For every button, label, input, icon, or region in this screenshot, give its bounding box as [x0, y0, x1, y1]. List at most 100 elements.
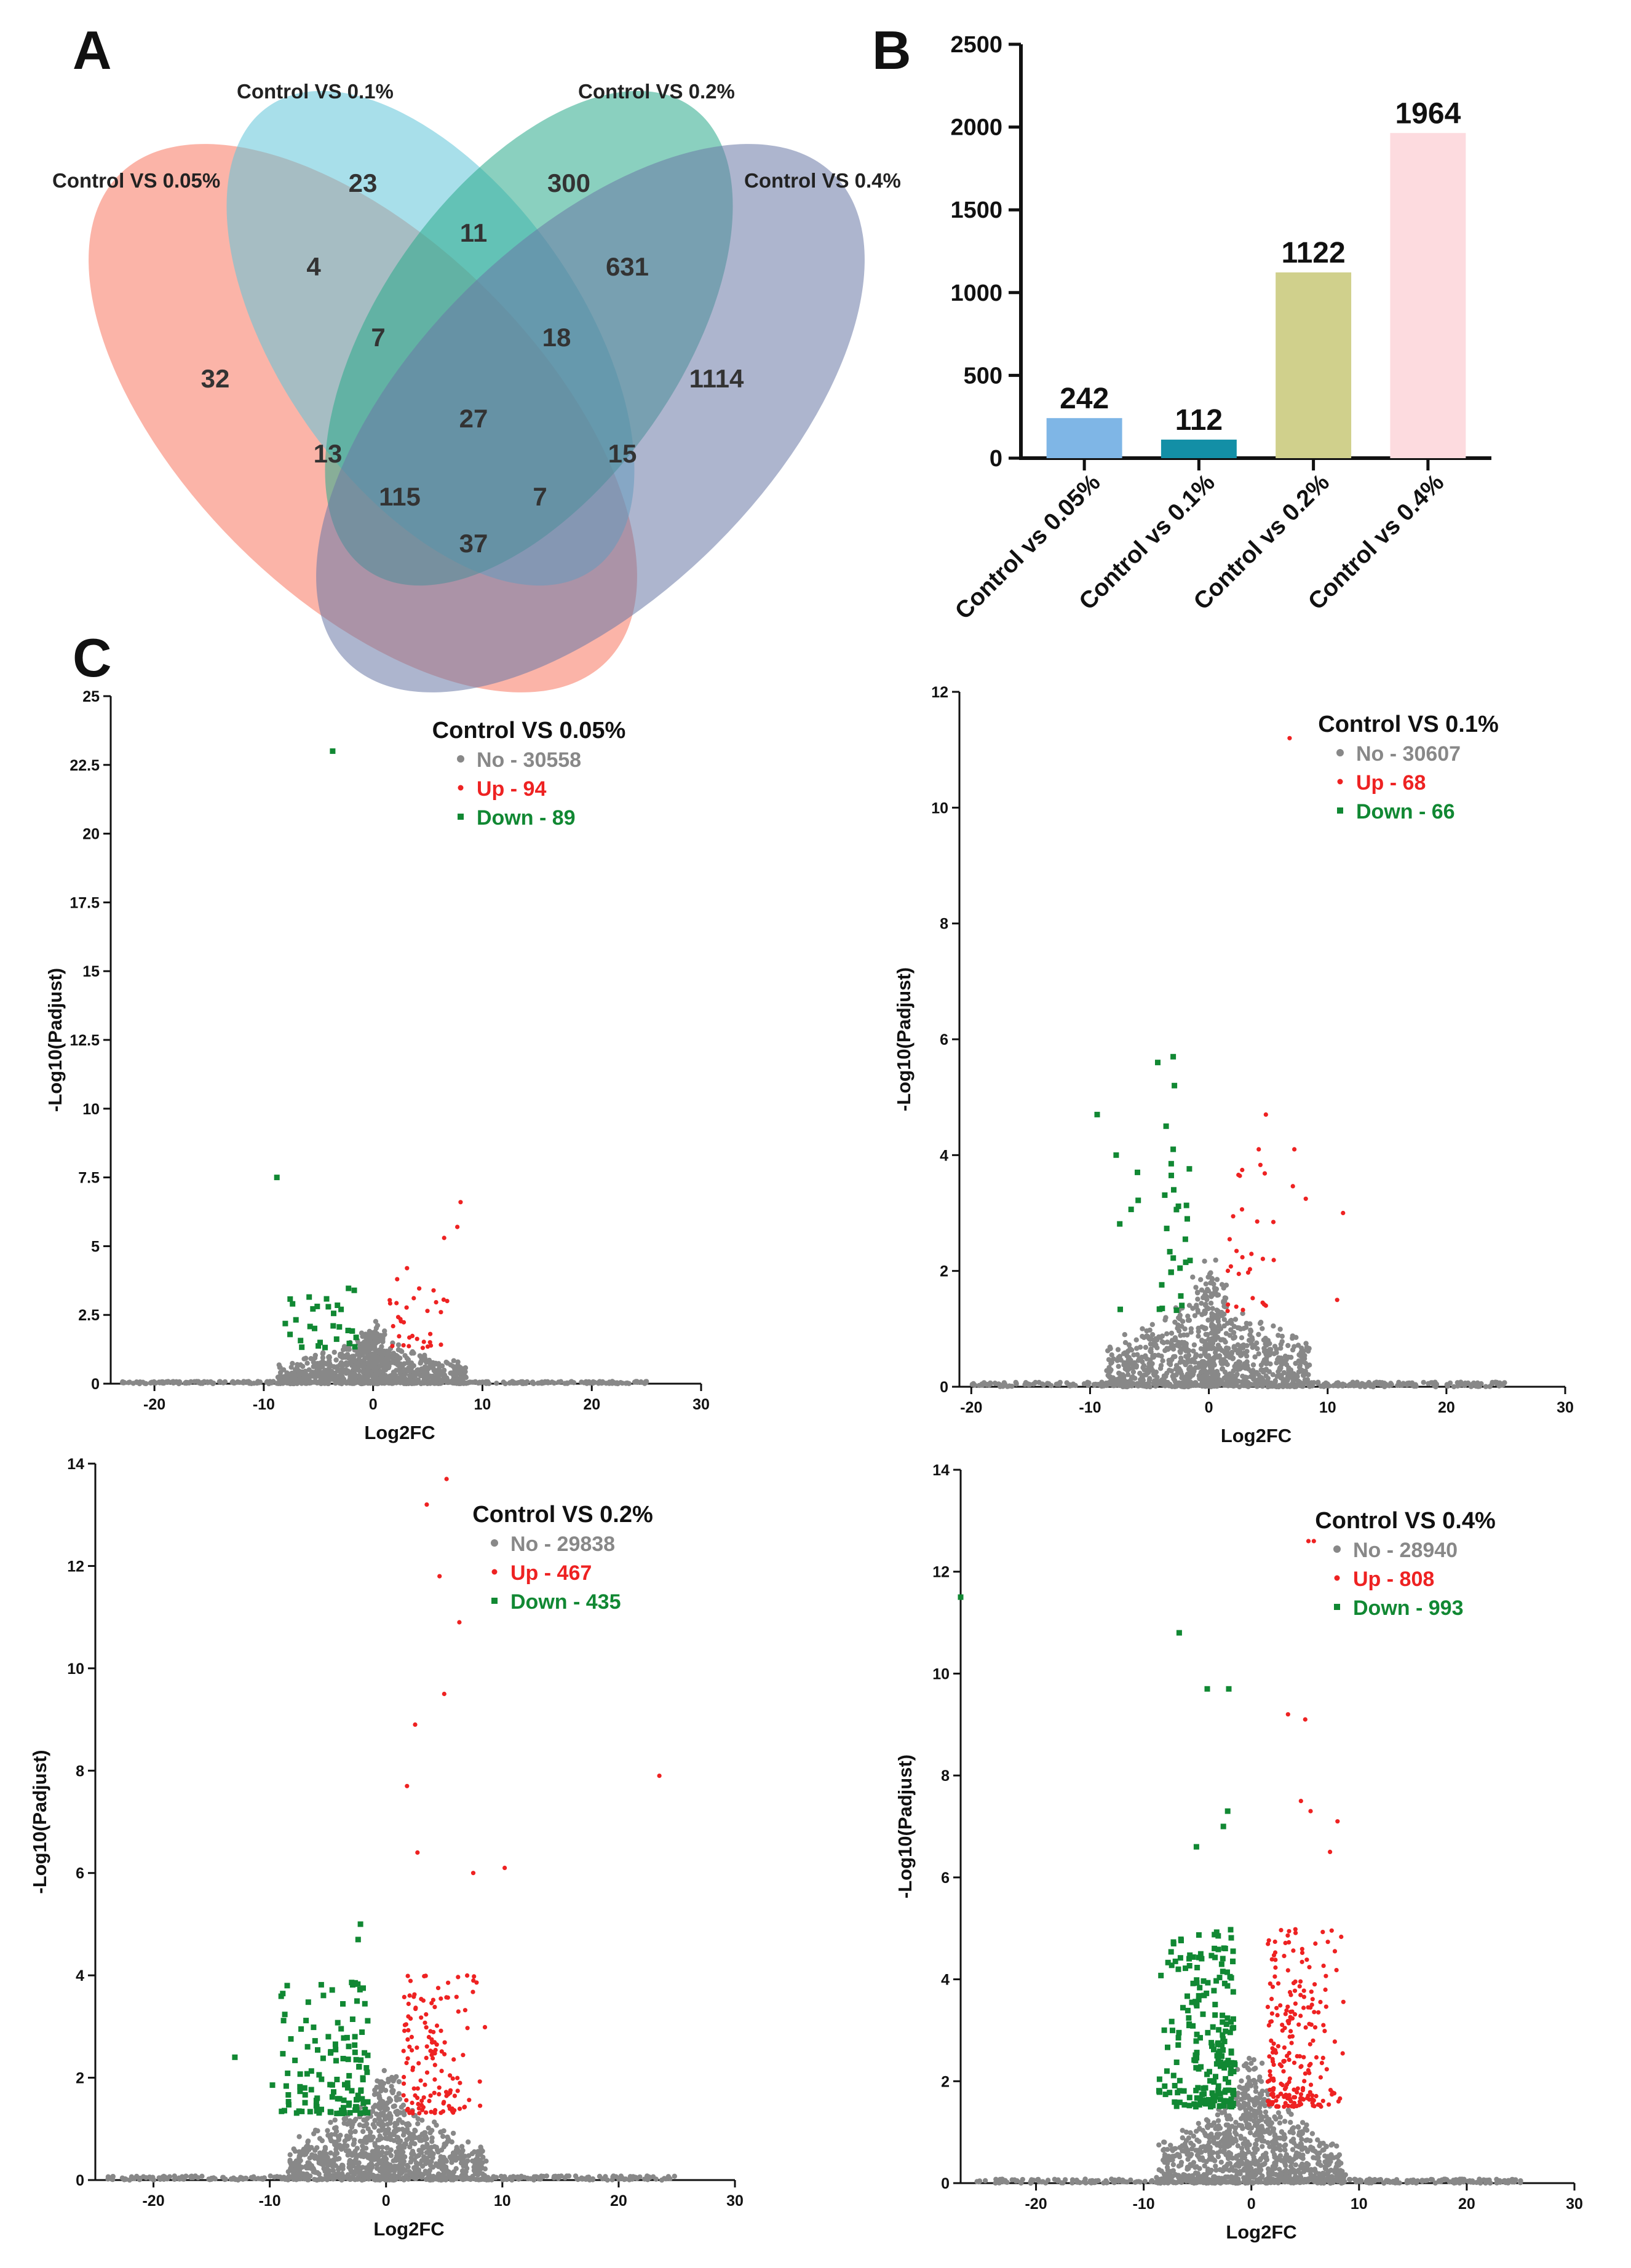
point-down — [269, 2082, 276, 2088]
volcano-y-tick-label: 4 — [76, 1967, 84, 1984]
point-no — [1513, 2177, 1518, 2183]
point-down — [1135, 1197, 1141, 1203]
point-no — [1142, 2178, 1148, 2184]
point-no — [450, 1363, 456, 1369]
volcano-x-tick-label: 10 — [1319, 1399, 1336, 1416]
point-no — [431, 2151, 436, 2157]
point-up — [406, 2028, 411, 2032]
point-down — [354, 1998, 360, 2004]
volcano-x-tick-label: 30 — [1566, 2195, 1583, 2213]
point-no — [1295, 1342, 1301, 1348]
point-no — [423, 1370, 428, 1375]
point-no — [1232, 1317, 1239, 1322]
point-down — [333, 2058, 339, 2064]
volcano-y-tick-label: 6 — [940, 1031, 948, 1049]
point-no — [1290, 1382, 1295, 1387]
point-no — [304, 2165, 309, 2171]
point-no — [364, 1378, 370, 1384]
point-no — [1188, 2130, 1193, 2136]
point-up — [419, 2098, 424, 2103]
point-no — [449, 2139, 454, 2145]
point-no — [427, 2177, 434, 2183]
point-up — [458, 2080, 462, 2085]
point-up — [410, 2100, 415, 2106]
point-no — [1196, 2120, 1202, 2127]
point-down — [314, 2104, 320, 2110]
point-no — [1366, 2180, 1372, 2186]
point-no — [1117, 1371, 1122, 1376]
point-no — [438, 2154, 443, 2160]
point-up — [429, 2040, 435, 2045]
point-down — [335, 2020, 341, 2026]
point-no — [198, 1381, 204, 1386]
point-no — [583, 2176, 589, 2182]
point-no — [363, 1350, 369, 1355]
point-no — [1169, 1338, 1175, 1343]
point-no — [296, 2153, 302, 2159]
point-no — [1335, 1380, 1341, 1386]
point-down — [1170, 1146, 1177, 1152]
point-no — [423, 1365, 429, 1370]
point-no — [370, 2172, 376, 2178]
point-no — [1208, 1294, 1214, 1299]
point-up — [1287, 736, 1292, 740]
volcano-y-axis-title: -Log10(Padjust) — [44, 968, 66, 1112]
point-no — [434, 2161, 439, 2167]
point-up — [424, 2110, 429, 2115]
point-no — [320, 1350, 326, 1355]
point-down — [1186, 1166, 1192, 1172]
point-no — [363, 2117, 369, 2122]
point-up — [416, 2106, 421, 2111]
point-no — [323, 2151, 328, 2157]
point-up — [439, 1310, 443, 1315]
point-no — [381, 2101, 387, 2107]
point-no — [268, 2173, 273, 2179]
bar-value-label: 1122 — [1282, 237, 1346, 269]
legend-marker-no — [491, 1539, 498, 1547]
point-no — [306, 2160, 312, 2166]
point-no — [458, 2153, 464, 2159]
point-no — [331, 1349, 337, 1355]
venn-count: 11 — [460, 218, 487, 247]
point-no — [235, 2177, 240, 2183]
point-up — [424, 2044, 429, 2049]
point-no — [1385, 2178, 1391, 2184]
point-no — [367, 2137, 373, 2143]
volcano-y-tick-label: 10 — [67, 1660, 84, 1678]
point-up — [1225, 1268, 1231, 1274]
point-no — [1122, 1366, 1128, 1372]
point-no — [371, 2104, 376, 2110]
point-no — [624, 1380, 630, 1386]
point-no — [609, 2177, 615, 2183]
point-down — [349, 2088, 355, 2094]
point-no — [1250, 1362, 1256, 1368]
point-no — [422, 2130, 428, 2136]
point-down — [1117, 1306, 1123, 1312]
point-down — [299, 2108, 305, 2114]
point-no — [247, 1380, 253, 1386]
point-no — [1290, 1333, 1295, 1339]
point-no — [1239, 1335, 1245, 1341]
point-down — [297, 2084, 303, 2090]
point-up — [458, 1200, 463, 1205]
point-no — [325, 2159, 330, 2164]
volcano-x-axis-title: Log2FC — [1226, 2221, 1296, 2243]
point-no — [372, 2117, 378, 2123]
point-up — [1249, 1251, 1254, 1256]
point-no — [1207, 1377, 1213, 1382]
point-no — [579, 1379, 584, 1385]
point-no — [1355, 1382, 1361, 1388]
point-down — [286, 2102, 292, 2108]
point-down — [1175, 1203, 1181, 1209]
point-up — [431, 2029, 436, 2034]
point-no — [1225, 1383, 1231, 1389]
point-up — [502, 1865, 507, 1870]
point-down — [320, 2055, 326, 2061]
point-no — [1082, 2176, 1088, 2182]
point-no — [424, 2150, 429, 2155]
point-no — [1199, 1301, 1204, 1306]
volcano-y-tick-label: 7.5 — [78, 1170, 100, 1187]
point-no — [389, 2084, 394, 2089]
legend-label-down: Down - 435 — [510, 1590, 621, 1614]
point-no — [395, 2139, 401, 2145]
